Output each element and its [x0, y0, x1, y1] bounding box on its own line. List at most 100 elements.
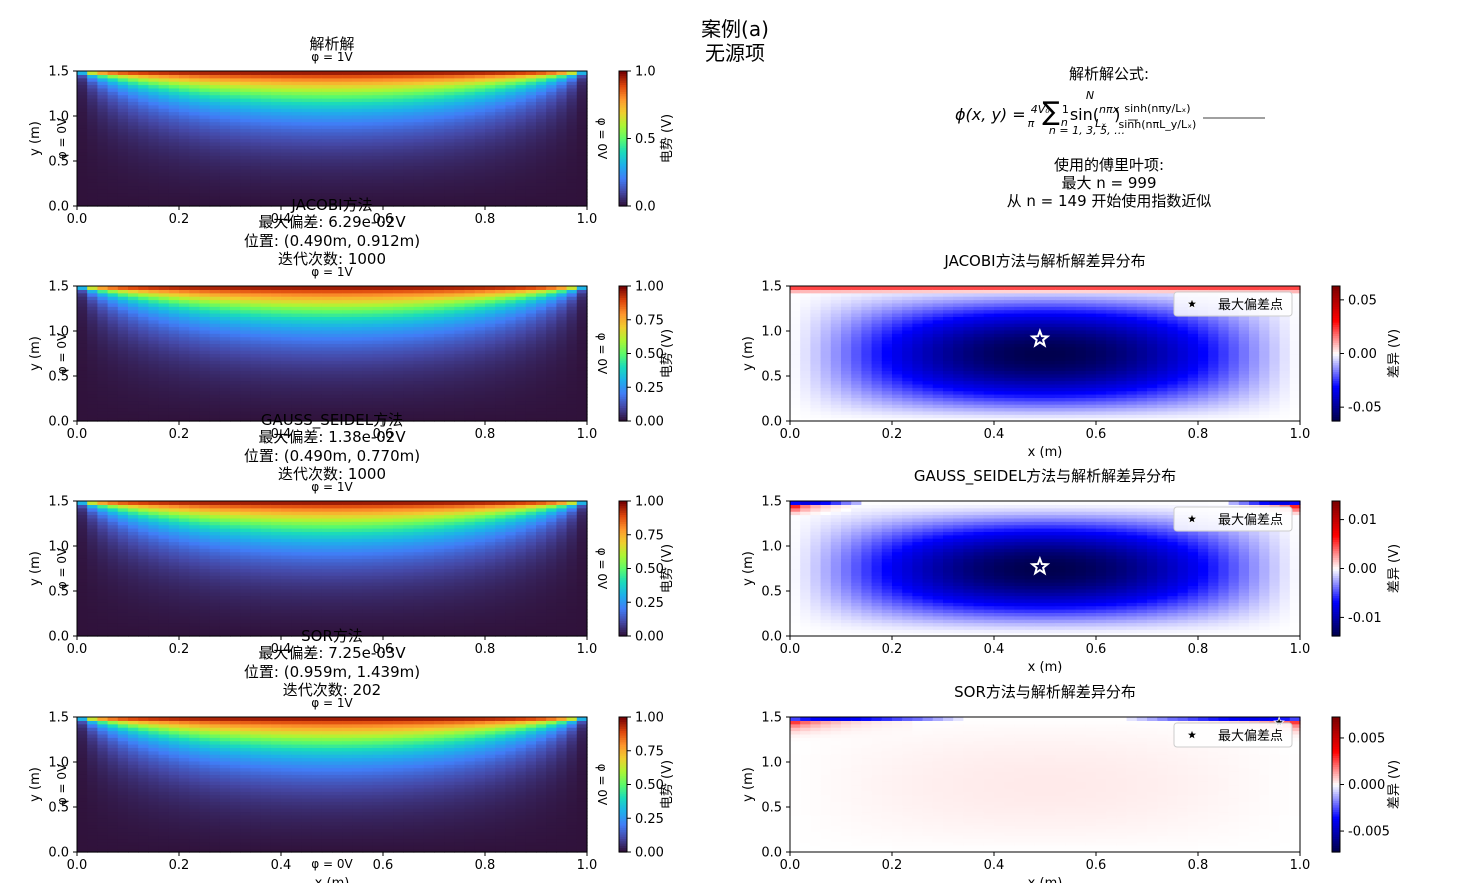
colorbar-segment [619, 165, 627, 169]
heatmap-cell [454, 363, 466, 368]
heatmap-cell [128, 417, 139, 422]
heatmap-cell [321, 286, 333, 290]
heatmap-cell [158, 390, 170, 395]
heatmap-cell [423, 400, 435, 405]
colorbar-segment [619, 194, 627, 198]
heatmap-cell [117, 356, 129, 361]
heatmap-cell [260, 373, 272, 378]
heatmap-cell [179, 118, 190, 123]
colorbar-segment [619, 319, 627, 323]
heatmap-cell [546, 380, 557, 385]
bc-top-label: φ = 1V [311, 50, 353, 64]
heatmap-cell [230, 343, 241, 348]
heatmap-cell [963, 377, 975, 382]
heatmap-cell [383, 404, 394, 409]
heatmap-cell [270, 84, 282, 89]
heatmap-cell [932, 319, 944, 324]
heatmap-cell [485, 192, 496, 197]
heatmap-cell [403, 182, 415, 187]
heatmap-cell [291, 340, 302, 344]
heatmap-cell [546, 87, 557, 92]
heatmap-cell [179, 87, 190, 92]
heatmap-cell [332, 319, 343, 324]
heatmap-cell [107, 128, 119, 133]
heatmap-cell [250, 91, 262, 96]
heatmap-cell [464, 343, 476, 348]
heatmap-cell [943, 329, 954, 334]
heatmap-cell [454, 343, 466, 348]
heatmap-cell [871, 390, 883, 395]
heatmap-cell [505, 387, 517, 392]
heatmap-cell [536, 77, 547, 82]
heatmap-cell [301, 125, 313, 129]
heatmap-cell [107, 101, 119, 106]
heatmap-cell [403, 367, 415, 371]
heatmap-cell [219, 383, 231, 388]
heatmap-cell [556, 350, 568, 355]
heatmap-cell [474, 77, 486, 82]
heatmap-cell [393, 91, 404, 96]
heatmap-cell [311, 373, 323, 378]
heatmap-cell [87, 367, 98, 371]
heatmap-cell [576, 138, 588, 143]
colorbar-segment [619, 376, 627, 379]
heatmap-cell [566, 292, 578, 297]
heatmap-cell [474, 350, 486, 355]
heatmap-cell [922, 309, 934, 314]
heatmap-cell [230, 189, 241, 194]
heatmap-cell [87, 84, 98, 89]
heatmap-cell [117, 333, 129, 338]
heatmap-cell [403, 414, 415, 419]
heatmap-cell [444, 141, 455, 146]
heatmap-cell [107, 162, 119, 167]
heatmap-cell [515, 343, 527, 348]
heatmap-cell [362, 182, 374, 187]
heatmap-cell [881, 394, 893, 398]
heatmap-cell [168, 138, 180, 143]
heatmap-cell [219, 313, 231, 317]
heatmap-cell [77, 192, 88, 197]
heatmap-cell [963, 340, 975, 344]
heatmap-cell [199, 306, 211, 311]
heatmap-cell [77, 141, 88, 146]
colorbar-segment [619, 156, 627, 160]
heatmap-cell [393, 98, 404, 102]
heatmap-cell [362, 350, 374, 355]
heatmap-cell [525, 111, 537, 116]
heatmap-cell [474, 414, 486, 419]
heatmap-cell [393, 292, 404, 297]
heatmap-cell [372, 111, 384, 116]
heatmap-cell [454, 394, 466, 398]
heatmap-cell [77, 350, 88, 355]
heatmap-cell [403, 373, 415, 378]
heatmap-cell [138, 292, 149, 297]
heatmap-cell [148, 394, 160, 398]
heatmap-cell [892, 313, 903, 317]
heatmap-cell [199, 323, 211, 328]
heatmap-cell [168, 299, 180, 304]
heatmap-cell [199, 175, 211, 180]
heatmap-cell [902, 397, 913, 402]
heatmap-cell [393, 387, 404, 392]
heatmap-cell [148, 114, 160, 119]
heatmap-cell [973, 380, 985, 385]
heatmap-cell [871, 336, 883, 341]
heatmap-cell [97, 414, 109, 419]
heatmap-cell [128, 125, 139, 129]
heatmap-cell [332, 313, 343, 317]
heatmap-cell [97, 202, 109, 207]
heatmap-cell [495, 373, 506, 378]
heatmap-cell [230, 373, 241, 378]
heatmap-cell [148, 360, 160, 365]
heatmap-cell [454, 141, 466, 146]
heatmap-cell [87, 172, 98, 177]
heatmap-cell [932, 417, 944, 422]
diff-panel-2: 0.0 0.2 0.4 0.6 0.8 1.00.00.51.01.5y (m)x (m)… [741, 252, 1402, 460]
heatmap-cell [138, 128, 149, 133]
heatmap-cell [281, 373, 292, 378]
heatmap-cell [362, 71, 374, 75]
heatmap-cell [932, 323, 944, 328]
heatmap-cell [168, 356, 180, 361]
heatmap-cell [97, 387, 109, 392]
colorbar-segment [619, 331, 627, 334]
